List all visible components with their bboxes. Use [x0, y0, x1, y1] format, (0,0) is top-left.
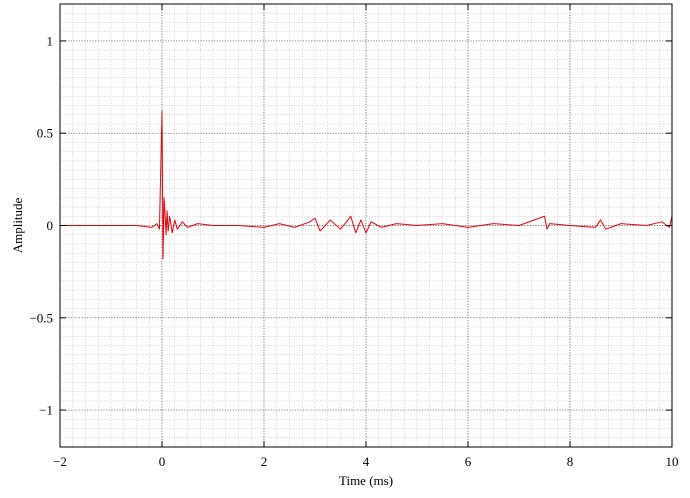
x-tick-label: 6: [465, 454, 472, 469]
y-tick-label: −0.5: [29, 310, 53, 325]
x-tick-label: 2: [261, 454, 268, 469]
series-layer: [60, 110, 673, 260]
x-tick-label: 0: [159, 454, 166, 469]
x-tick-label: 10: [666, 454, 679, 469]
x-tick-label: −2: [53, 454, 67, 469]
y-tick-label: −1: [39, 403, 53, 418]
axis-ticks: −2 0 2 4 6 8 10 1 0.5 0 −0.5 −1: [29, 4, 679, 469]
y-tick-label: 0.5: [37, 126, 53, 141]
x-axis-label: Time (ms): [339, 473, 393, 488]
y-axis-label: Amplitude: [10, 197, 25, 253]
chart-grid: [59, 3, 673, 448]
x-tick-label: 8: [567, 454, 574, 469]
x-tick-label: 4: [363, 454, 370, 469]
series-line: [60, 110, 673, 260]
y-tick-label: 0: [47, 218, 54, 233]
y-tick-label: 1: [47, 33, 54, 48]
